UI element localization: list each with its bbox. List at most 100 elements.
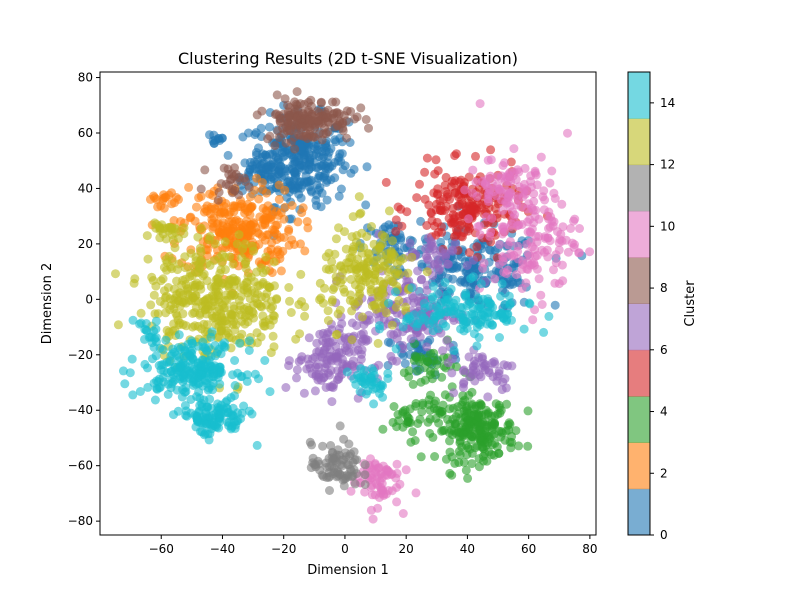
- data-point: [447, 245, 457, 255]
- data-point: [534, 274, 544, 284]
- data-point: [499, 222, 509, 232]
- y-tick-label: −60: [68, 459, 93, 473]
- data-point: [464, 172, 474, 182]
- data-point: [428, 241, 438, 251]
- data-point: [195, 308, 205, 318]
- data-point: [155, 382, 165, 392]
- data-point: [523, 441, 533, 451]
- data-point: [324, 370, 334, 380]
- data-point: [369, 399, 379, 409]
- data-point: [357, 345, 367, 355]
- data-point: [352, 469, 362, 479]
- data-point: [205, 429, 215, 439]
- data-point: [217, 133, 227, 143]
- data-point: [449, 232, 459, 242]
- data-point: [287, 201, 297, 210]
- colorbar-tick-label: 10: [660, 219, 675, 233]
- data-point: [143, 382, 153, 392]
- data-point: [322, 195, 332, 205]
- data-point: [386, 246, 396, 256]
- data-point: [482, 456, 492, 466]
- data-point: [437, 407, 446, 417]
- data-point: [230, 163, 239, 173]
- data-point: [391, 226, 401, 236]
- data-point: [463, 473, 473, 483]
- data-point: [450, 458, 460, 468]
- data-point: [337, 348, 346, 358]
- data-point: [207, 327, 217, 337]
- data-point: [207, 290, 217, 300]
- data-point: [312, 338, 322, 348]
- data-point: [372, 245, 382, 255]
- data-point: [273, 210, 283, 220]
- data-point: [202, 201, 212, 211]
- data-point: [460, 185, 470, 195]
- data-point: [539, 327, 549, 337]
- data-point: [426, 207, 436, 217]
- data-point: [386, 329, 396, 339]
- data-point: [504, 189, 514, 199]
- data-point: [518, 260, 528, 269]
- data-point: [558, 276, 568, 286]
- data-point: [511, 175, 521, 185]
- data-point: [448, 218, 458, 228]
- data-point: [487, 431, 497, 440]
- data-point: [335, 305, 345, 315]
- data-point: [422, 221, 432, 230]
- data-point: [467, 431, 477, 441]
- data-point: [528, 315, 538, 325]
- data-point: [454, 309, 464, 319]
- data-point: [514, 167, 524, 177]
- data-point: [373, 338, 383, 348]
- data-point: [308, 354, 317, 364]
- data-point: [291, 334, 301, 344]
- data-point: [498, 205, 508, 215]
- data-point: [127, 354, 137, 364]
- data-point: [292, 373, 301, 383]
- data-point: [125, 368, 135, 378]
- data-point: [445, 404, 455, 414]
- data-point: [566, 224, 576, 233]
- data-point: [449, 346, 459, 355]
- data-point: [360, 480, 370, 489]
- data-point: [448, 430, 457, 440]
- data-point: [433, 289, 443, 299]
- colorbar-tick-label: 12: [660, 158, 675, 172]
- data-point: [240, 158, 250, 168]
- data-point: [364, 257, 373, 266]
- data-point: [483, 155, 493, 165]
- data-point: [210, 341, 220, 350]
- data-point: [333, 121, 343, 131]
- x-axis-label: Dimension 1: [307, 563, 389, 578]
- data-point: [514, 441, 524, 451]
- data-point: [336, 184, 346, 194]
- data-point: [180, 401, 190, 410]
- data-point: [167, 264, 177, 274]
- data-point: [311, 163, 321, 173]
- data-point: [474, 352, 484, 362]
- data-point: [401, 465, 411, 475]
- data-point: [360, 470, 370, 480]
- data-point: [331, 234, 341, 244]
- data-point: [405, 238, 415, 248]
- data-point: [549, 265, 558, 275]
- data-point: [428, 326, 438, 336]
- colorbar-segment: [628, 164, 650, 212]
- data-point: [347, 306, 357, 316]
- data-point: [284, 361, 294, 371]
- data-point: [389, 402, 399, 411]
- data-point: [306, 463, 316, 473]
- data-point: [468, 272, 478, 282]
- data-point: [167, 224, 176, 234]
- data-point: [298, 108, 308, 118]
- data-point: [180, 252, 190, 262]
- colorbar-segment: [628, 488, 650, 536]
- data-point: [298, 122, 308, 132]
- data-point: [475, 221, 485, 231]
- data-point: [483, 392, 493, 402]
- colorbar-segment: [628, 303, 650, 351]
- data-point: [204, 235, 214, 245]
- data-point: [136, 308, 146, 318]
- data-point: [449, 316, 459, 325]
- data-point: [246, 272, 256, 282]
